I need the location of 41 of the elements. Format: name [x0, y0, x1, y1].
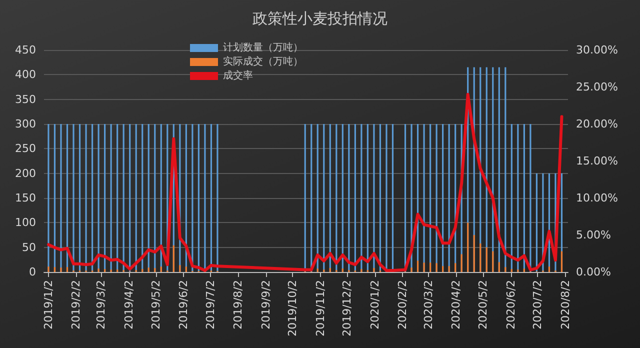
x-tick-label: 2020/6/2 — [504, 280, 518, 330]
x-tick-label: 2019/8/2 — [232, 280, 245, 330]
x-tick-label: 2020/7/2 — [531, 280, 544, 330]
x-tick-label: 2020/1/2 — [368, 280, 382, 330]
y2-tick-label: 20.00% — [576, 118, 618, 130]
y-tick-label: 0 — [29, 266, 36, 278]
y-tick-label: 400 — [15, 68, 36, 82]
x-tick-label: 2019/7/2 — [204, 280, 217, 330]
y2-tick-label: 25.00% — [576, 80, 618, 94]
legend-label: 成交率 — [223, 70, 253, 82]
y-tick-label: 200 — [15, 166, 36, 180]
y-tick-label: 300 — [15, 118, 36, 130]
y-tick-label: 50 — [22, 240, 36, 254]
x-tick-label: 2020/8/2 — [558, 280, 572, 330]
x-tick-label: 2020/5/2 — [476, 280, 490, 330]
x-tick-label: 2019/10/2 — [286, 280, 300, 336]
x-tick-label: 2020/3/2 — [422, 280, 436, 330]
y2-tick-label: 30.00% — [576, 44, 618, 56]
x-tick-label: 2019/9/2 — [259, 280, 272, 330]
y-tick-label: 150 — [15, 192, 36, 204]
x-tick-label: 2019/6/2 — [176, 280, 190, 330]
y-tick-label: 350 — [15, 92, 36, 106]
y-tick-label: 450 — [15, 44, 36, 56]
y2-tick-label: 10.00% — [576, 192, 618, 204]
legend-label: 实际成交（万吨） — [223, 56, 303, 68]
x-tick-label: 2020/4/2 — [450, 280, 463, 330]
x-tick-label: 2019/1/2 — [42, 280, 55, 330]
chart-title: 政策性小麦投拍情况 — [252, 10, 388, 28]
y2-tick-label: 15.00% — [576, 154, 618, 168]
x-tick-label: 2019/5/2 — [149, 280, 162, 330]
x-tick-label: 2020/2/2 — [396, 280, 410, 330]
y2-tick-label: 5.00% — [576, 228, 611, 242]
y-tick-label: 100 — [15, 216, 36, 230]
x-tick-label: 2019/11/2 — [314, 280, 327, 336]
x-tick-label: 2019/4/2 — [122, 280, 136, 330]
x-tick-label: 2019/12/2 — [340, 280, 354, 336]
x-tick-label: 2019/3/2 — [94, 280, 108, 330]
y2-tick-label: 0.00% — [576, 266, 611, 278]
legend-label: 计划数量（万吨） — [223, 42, 303, 54]
x-tick-label: 2019/2/2 — [70, 280, 83, 330]
y-tick-label: 250 — [15, 142, 36, 156]
